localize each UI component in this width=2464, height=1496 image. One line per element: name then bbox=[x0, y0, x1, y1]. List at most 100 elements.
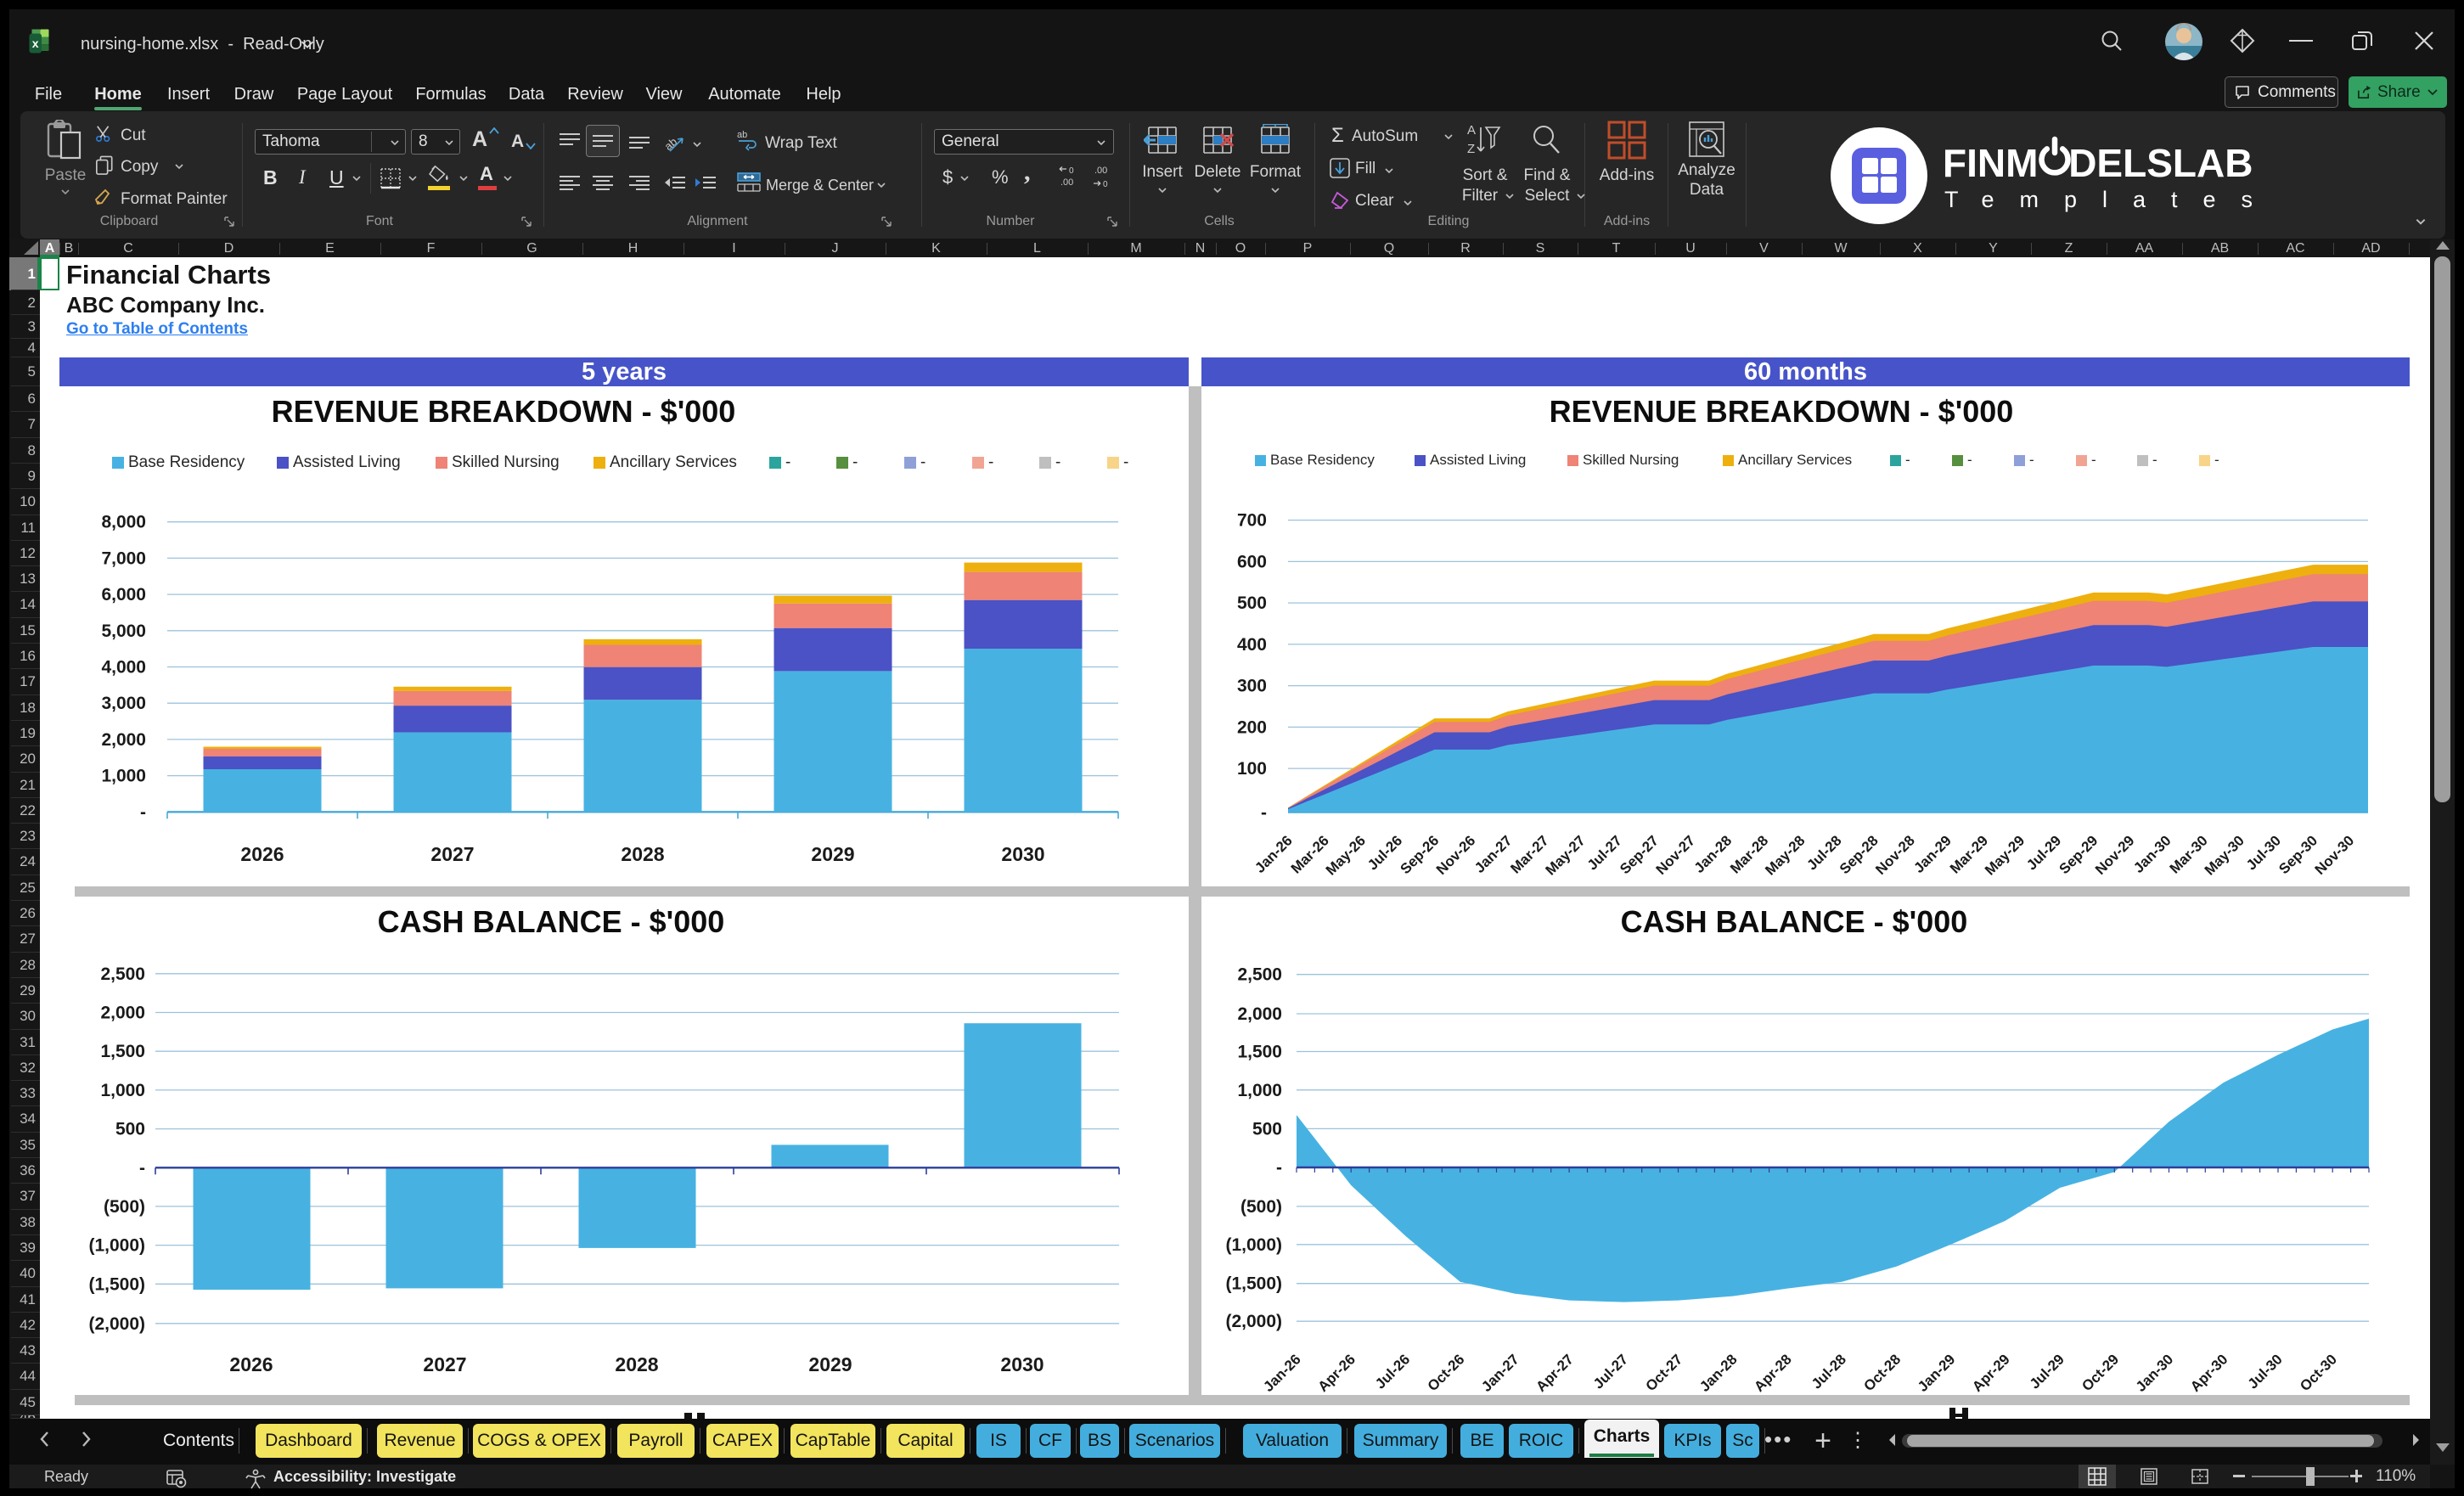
svg-text:2,500: 2,500 bbox=[1237, 965, 1282, 985]
svg-text:2,500: 2,500 bbox=[100, 965, 145, 984]
svg-text:Jan-29: Jan-29 bbox=[1910, 832, 1955, 876]
svg-text:Jan-30: Jan-30 bbox=[2130, 832, 2174, 876]
svg-text:Sep-29: Sep-29 bbox=[2056, 832, 2101, 877]
svg-text:Oct-26: Oct-26 bbox=[1425, 1351, 1468, 1394]
svg-text:-: - bbox=[2091, 452, 2096, 468]
svg-text:Assisted Living: Assisted Living bbox=[1430, 452, 1526, 468]
svg-text:ab: ab bbox=[737, 130, 747, 140]
svg-text:May-27: May-27 bbox=[1543, 832, 1589, 878]
svg-text:Ancillary Services: Ancillary Services bbox=[1738, 452, 1852, 468]
svg-text:-: - bbox=[1123, 453, 1128, 471]
svg-text:Jul-27: Jul-27 bbox=[1590, 1351, 1631, 1392]
svg-text:2027: 2027 bbox=[430, 843, 474, 865]
svg-text:400: 400 bbox=[1237, 635, 1267, 655]
svg-text:2,000: 2,000 bbox=[101, 730, 146, 750]
svg-text:Apr-29: Apr-29 bbox=[1969, 1351, 2013, 1395]
svg-text:7,000: 7,000 bbox=[101, 548, 146, 568]
svg-text:Apr-30: Apr-30 bbox=[2187, 1351, 2231, 1395]
svg-text:2028: 2028 bbox=[615, 1353, 658, 1375]
svg-text:0: 0 bbox=[1069, 166, 1074, 176]
svg-text:Base Residency: Base Residency bbox=[1270, 452, 1375, 468]
svg-text:-: - bbox=[1967, 452, 1972, 468]
svg-text:-: - bbox=[785, 453, 790, 471]
svg-text:May-26: May-26 bbox=[1323, 832, 1369, 878]
svg-text:REVENUE BREAKDOWN - $'000: REVENUE BREAKDOWN - $'000 bbox=[272, 394, 736, 429]
svg-text:(1,500): (1,500) bbox=[1225, 1274, 1282, 1294]
svg-text:Jan-26: Jan-26 bbox=[1260, 1351, 1304, 1395]
svg-text:May-29: May-29 bbox=[1982, 832, 2028, 878]
svg-text:5,000: 5,000 bbox=[101, 621, 146, 641]
svg-text:Oct-27: Oct-27 bbox=[1642, 1351, 1685, 1394]
svg-text:Jan-27: Jan-27 bbox=[1478, 1351, 1522, 1395]
svg-text:Oct-30: Oct-30 bbox=[2297, 1351, 2340, 1394]
svg-text:1,000: 1,000 bbox=[101, 767, 146, 786]
svg-text:May-28: May-28 bbox=[1762, 832, 1808, 878]
svg-text:(1,000): (1,000) bbox=[88, 1236, 145, 1256]
svg-text:Jul-26: Jul-26 bbox=[1372, 1351, 1413, 1392]
svg-text:-: - bbox=[139, 1158, 145, 1178]
svg-text:Apr-27: Apr-27 bbox=[1533, 1351, 1577, 1395]
svg-text:-: - bbox=[1261, 803, 1267, 823]
svg-text:2028: 2028 bbox=[621, 843, 664, 865]
svg-text:Skilled Nursing: Skilled Nursing bbox=[452, 453, 560, 471]
svg-text:700: 700 bbox=[1237, 511, 1267, 531]
svg-text:6,000: 6,000 bbox=[101, 585, 146, 605]
svg-text:Assisted Living: Assisted Living bbox=[293, 453, 401, 471]
svg-text:-: - bbox=[852, 453, 858, 471]
svg-text:Ancillary Services: Ancillary Services bbox=[610, 453, 737, 471]
svg-text:.00: .00 bbox=[1094, 166, 1107, 176]
svg-text:200: 200 bbox=[1237, 717, 1267, 737]
svg-text:Sep-30: Sep-30 bbox=[2276, 832, 2321, 877]
svg-text:2026: 2026 bbox=[240, 843, 284, 865]
svg-text:500: 500 bbox=[1237, 593, 1267, 613]
svg-text:x: x bbox=[32, 37, 39, 50]
svg-text:Jan-28: Jan-28 bbox=[1691, 832, 1735, 876]
svg-text:-: - bbox=[140, 802, 146, 822]
svg-text:300: 300 bbox=[1237, 677, 1267, 696]
svg-text:-: - bbox=[1276, 1158, 1282, 1178]
svg-text:(2,000): (2,000) bbox=[1225, 1312, 1282, 1331]
svg-text:2026: 2026 bbox=[229, 1353, 273, 1375]
svg-text:Apr-28: Apr-28 bbox=[1751, 1351, 1795, 1395]
svg-text:Nov-29: Nov-29 bbox=[2092, 832, 2138, 878]
svg-text:(1,000): (1,000) bbox=[1225, 1235, 1282, 1255]
svg-text:Base Residency: Base Residency bbox=[128, 453, 245, 471]
svg-text:Jan-29: Jan-29 bbox=[1915, 1351, 1959, 1395]
svg-text:Oct-28: Oct-28 bbox=[1860, 1351, 1904, 1394]
svg-text:2,000: 2,000 bbox=[1237, 1004, 1282, 1024]
svg-text:Jan-28: Jan-28 bbox=[1696, 1351, 1741, 1395]
svg-text:2027: 2027 bbox=[423, 1353, 466, 1375]
svg-text:Sep-26: Sep-26 bbox=[1397, 832, 1442, 877]
svg-text:Jan-27: Jan-27 bbox=[1471, 832, 1516, 876]
svg-text:Apr-26: Apr-26 bbox=[1315, 1351, 1359, 1395]
svg-text:-: - bbox=[1905, 452, 1910, 468]
svg-text:2029: 2029 bbox=[808, 1353, 852, 1375]
svg-text:CASH BALANCE - $'000: CASH BALANCE - $'000 bbox=[378, 904, 725, 939]
svg-text:Nov-28: Nov-28 bbox=[1872, 832, 1918, 878]
svg-text:Nov-26: Nov-26 bbox=[1433, 832, 1479, 878]
svg-text:2,000: 2,000 bbox=[100, 1004, 145, 1023]
svg-text:Jul-28: Jul-28 bbox=[1809, 1351, 1849, 1392]
svg-text:(500): (500) bbox=[1240, 1197, 1282, 1217]
svg-text:100: 100 bbox=[1237, 759, 1267, 779]
svg-text:Jan-30: Jan-30 bbox=[2133, 1351, 2177, 1395]
svg-text:Sep-28: Sep-28 bbox=[1837, 832, 1882, 877]
svg-text:A: A bbox=[1467, 123, 1476, 138]
svg-text:-: - bbox=[2152, 452, 2157, 468]
svg-text:CASH BALANCE - $'000: CASH BALANCE - $'000 bbox=[1621, 904, 1968, 939]
svg-text:2030: 2030 bbox=[1001, 843, 1044, 865]
svg-text:Jul-29: Jul-29 bbox=[2027, 1351, 2067, 1392]
svg-text:Skilled Nursing: Skilled Nursing bbox=[1583, 452, 1679, 468]
svg-text:500: 500 bbox=[1252, 1119, 1282, 1139]
svg-text:May-30: May-30 bbox=[2202, 832, 2247, 878]
svg-text:2030: 2030 bbox=[1000, 1353, 1044, 1375]
svg-text:4,000: 4,000 bbox=[101, 658, 146, 678]
svg-text:3,000: 3,000 bbox=[101, 694, 146, 713]
svg-text:(500): (500) bbox=[104, 1197, 145, 1217]
svg-text:600: 600 bbox=[1237, 552, 1267, 571]
svg-text:Jul-30: Jul-30 bbox=[2245, 1351, 2286, 1392]
svg-text:.00: .00 bbox=[1060, 177, 1073, 188]
svg-text:-: - bbox=[2214, 452, 2219, 468]
svg-text:Sep-27: Sep-27 bbox=[1617, 832, 1662, 877]
svg-text:Jan-26: Jan-26 bbox=[1252, 832, 1296, 876]
